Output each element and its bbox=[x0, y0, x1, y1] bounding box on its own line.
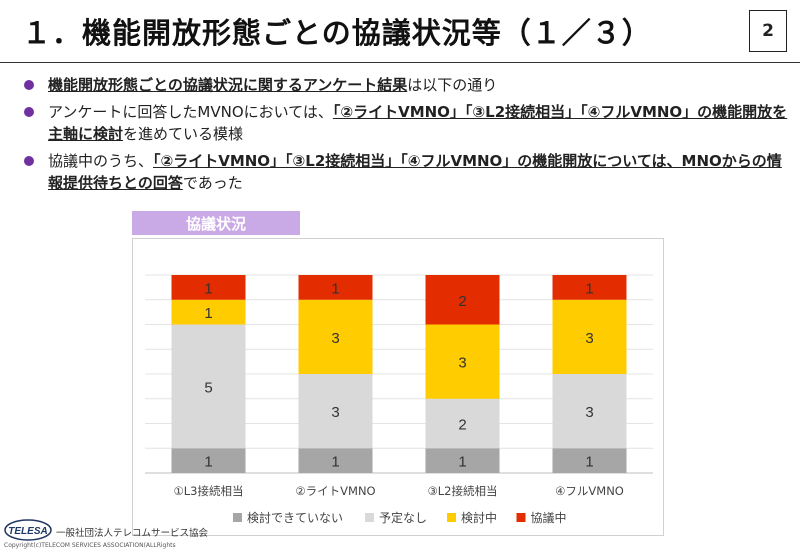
stacked-bar-chart: 1 5 1 1 ①L3接続相当 1 3 3 1 ②ライトVMNO 1 2 3 2 ③L2接続相当 1 3 3 1 ④フ… bbox=[145, 274, 653, 525]
legend-swatch bbox=[365, 513, 374, 522]
x-tick-label: ③L2接続相当 bbox=[427, 484, 497, 498]
footer-org-name: 一般社団法人テレコムサービス協会 bbox=[56, 528, 209, 539]
bar-segment bbox=[425, 448, 500, 473]
bar-segment bbox=[298, 374, 373, 449]
bullet-text: は以下の通り bbox=[407, 76, 498, 94]
legend-swatch bbox=[516, 513, 526, 522]
data-label: 1 bbox=[458, 454, 466, 471]
page-title: １．機能開放形態ごとの協議状況等（１／３） bbox=[22, 16, 652, 50]
x-tick-label: ④フルVMNO bbox=[555, 484, 624, 498]
data-label: 3 bbox=[331, 404, 339, 421]
bar-segment bbox=[298, 299, 373, 374]
bar-segment bbox=[552, 275, 627, 300]
data-label: 1 bbox=[331, 280, 339, 297]
bar-segment bbox=[298, 275, 373, 300]
bar-segment bbox=[171, 324, 246, 449]
bullet-dot-icon bbox=[24, 156, 34, 166]
bullet-text: 機能開放形態ごとの協議状況に関するアンケート結果 bbox=[48, 76, 408, 94]
bullet-text: アンケートに回答したMVNOにおいては、 bbox=[48, 103, 333, 121]
chart-frame: 1 5 1 1 ①L3接続相当 1 3 3 1 ②ライトVMNO 1 2 3 2 ③L2接続相当 1 3 3 1 ④フ… bbox=[132, 238, 664, 536]
x-tick-label: ①L3接続相当 bbox=[173, 484, 243, 498]
bullet-dot-icon bbox=[24, 80, 34, 90]
bar-segment bbox=[425, 275, 500, 325]
bullet-text: 「②ライトVMNO」「③L2接続相当」「④フルVMNO」の機能開放については、M… bbox=[48, 152, 782, 192]
bullet-list: 機能開放形態ごとの協議状況に関するアンケート結果は以下の通りアンケートに回答した… bbox=[22, 74, 792, 199]
legend-label: 協議中 bbox=[531, 510, 567, 525]
bar-segment bbox=[425, 324, 500, 399]
bullet-item: 協議中のうち、「②ライトVMNO」「③L2接続相当」「④フルVMNO」の機能開放… bbox=[22, 150, 792, 194]
data-label: 1 bbox=[585, 454, 593, 471]
bar-segment bbox=[171, 275, 246, 300]
legend-swatch bbox=[447, 513, 456, 522]
legend-label: 検討中 bbox=[461, 510, 497, 525]
bullet-text: 協議中のうち、 bbox=[48, 152, 154, 170]
data-label: 3 bbox=[331, 330, 339, 347]
legend-label: 予定なし bbox=[379, 510, 427, 525]
bar-segment bbox=[171, 299, 246, 325]
bullet-dot-icon bbox=[24, 107, 34, 117]
data-label: 1 bbox=[585, 280, 593, 297]
title-divider bbox=[0, 62, 800, 63]
bar-segment bbox=[552, 299, 627, 374]
telesa-logo: TELESA bbox=[4, 519, 52, 541]
data-label: 3 bbox=[458, 355, 466, 372]
bullet-text: を進めている模様 bbox=[123, 125, 244, 143]
bar-segment bbox=[552, 374, 627, 449]
data-label: 1 bbox=[331, 454, 339, 471]
data-label: 2 bbox=[458, 293, 466, 310]
page-number: 2 bbox=[749, 10, 787, 52]
x-tick-label: ②ライトVMNO bbox=[295, 484, 375, 498]
data-label: 5 bbox=[204, 379, 212, 396]
bar-segment bbox=[425, 398, 500, 449]
bar-segment bbox=[298, 448, 373, 473]
bullet-item: アンケートに回答したMVNOにおいては、「②ライトVMNO」「③L2接続相当」「… bbox=[22, 101, 792, 145]
legend-label: 検討できていない bbox=[247, 510, 343, 525]
bar-segment bbox=[171, 448, 246, 473]
footer-copyright: Copyright(c)TELECOM SERVICES ASSOCIATION… bbox=[4, 542, 176, 549]
data-label: 1 bbox=[204, 305, 212, 322]
bullet-item: 機能開放形態ごとの協議状況に関するアンケート結果は以下の通り bbox=[22, 74, 792, 96]
svg-text:TELESA: TELESA bbox=[8, 526, 47, 537]
bullet-text: 「②ライトVMNO」「③L2接続相当」「④フルVMNO」の機能開放を主軸に検討 bbox=[48, 103, 788, 143]
data-label: 1 bbox=[204, 454, 212, 471]
data-label: 3 bbox=[585, 330, 593, 347]
bullet-text: であった bbox=[182, 174, 243, 192]
data-label: 1 bbox=[204, 280, 212, 297]
data-label: 3 bbox=[585, 404, 593, 421]
legend-swatch bbox=[233, 513, 242, 522]
bar-segment bbox=[552, 448, 627, 473]
chart-tab-label: 協議状況 bbox=[132, 211, 300, 235]
data-label: 2 bbox=[458, 417, 466, 434]
